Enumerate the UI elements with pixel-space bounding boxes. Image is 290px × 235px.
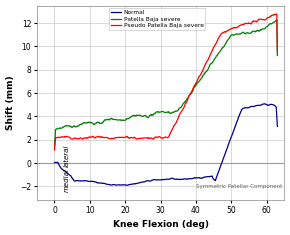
Pseudo Patella Baja severe [276,50,279,53]
X-axis label: Knee Flexion (deg): Knee Flexion (deg) [113,220,209,229]
Pseudo Patella Baja severe [275,13,279,16]
Text: Symmetric Patellar Component: Symmetric Patellar Component [196,184,282,189]
Patella Baja severe [125,118,129,120]
Pseudo Patella Baja severe [215,41,218,44]
Legend: Normal, Patella Baja severe, Pseudo Patella Baja severe: Normal, Patella Baja severe, Pseudo Pate… [109,8,205,30]
Pseudo Patella Baja severe [79,137,83,140]
Patella Baja severe [53,145,56,148]
Pseudo Patella Baja severe [214,43,217,46]
Pseudo Patella Baja severe [125,135,129,138]
Pseudo Patella Baja severe [53,149,56,152]
Pseudo Patella Baja severe [193,84,196,87]
Normal [214,177,218,180]
Normal [276,125,279,128]
Text: lateral: lateral [63,145,69,167]
Line: Normal: Normal [55,104,277,185]
Normal [53,161,56,164]
Line: Pseudo Patella Baja severe: Pseudo Patella Baja severe [55,14,277,150]
Normal [215,174,219,177]
Y-axis label: Shift (mm): Shift (mm) [6,76,14,130]
Normal [142,180,145,183]
Normal [193,176,197,179]
Normal [79,179,83,182]
Patella Baja severe [215,55,218,57]
Text: medial: medial [63,168,69,192]
Normal [126,184,129,186]
Patella Baja severe [275,19,279,21]
Patella Baja severe [276,54,279,57]
Line: Patella Baja severe: Patella Baja severe [55,20,277,147]
Patella Baja severe [141,115,144,118]
Patella Baja severe [79,123,83,126]
Normal [263,102,266,105]
Pseudo Patella Baja severe [141,137,144,140]
Normal [125,184,128,187]
Patella Baja severe [214,56,217,59]
Patella Baja severe [193,85,196,88]
